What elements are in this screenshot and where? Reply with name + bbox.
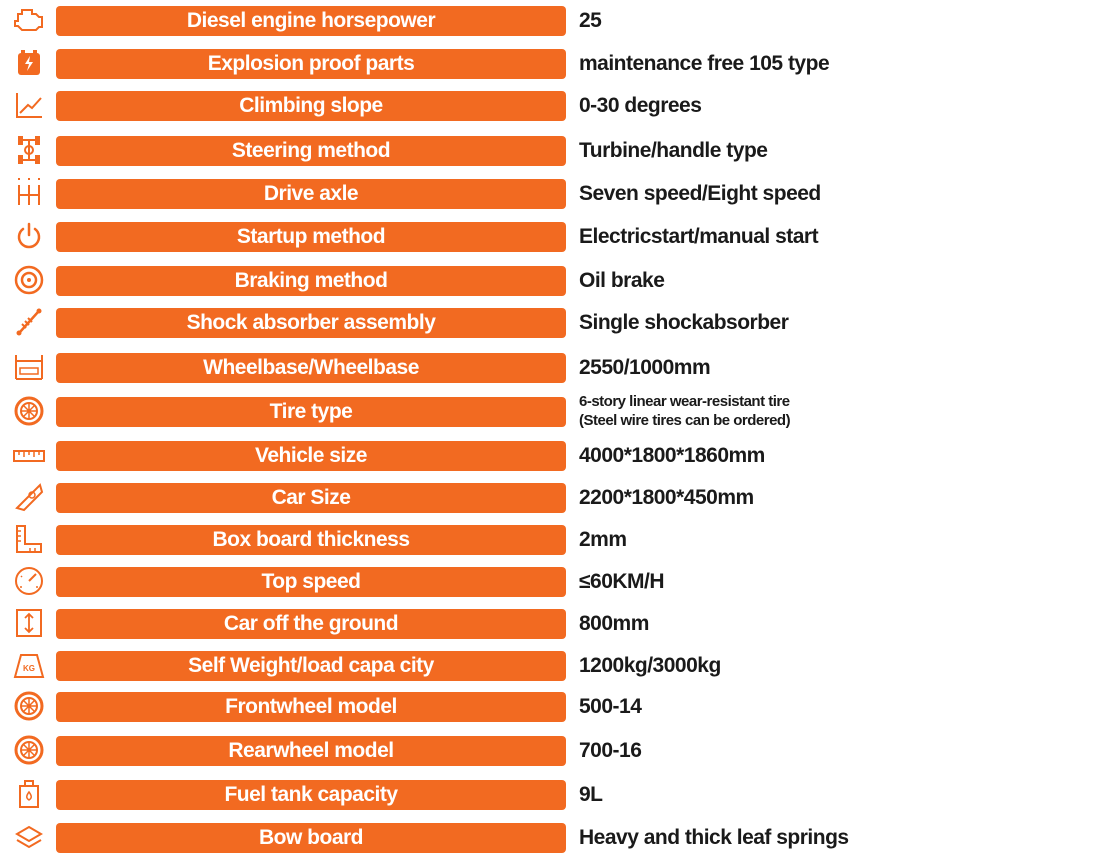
set-square-icon — [12, 481, 46, 513]
spec-value: Turbine/handle type — [579, 139, 768, 162]
spec-row: KG Self Weight/load capa city 1200kg/300… — [0, 648, 1100, 682]
spec-row: Fuel tank capacity 9L — [0, 777, 1100, 811]
spec-row: Braking method Oil brake — [0, 263, 1100, 297]
battery-icon — [12, 47, 46, 79]
shock-absorber-icon — [12, 306, 46, 338]
spec-value: maintenance free 105 type — [579, 52, 830, 75]
spec-label: Fuel tank capacity — [56, 780, 566, 810]
spec-row: Box board thickness 2mm — [0, 522, 1100, 556]
spec-row: Startup method Electricstart/manual star… — [0, 219, 1100, 253]
spec-row: Steering method Turbine/handle type — [0, 133, 1100, 167]
spec-row: Diesel engine horsepower 25 — [0, 3, 1100, 37]
spec-value: Single shockabsorber — [579, 311, 789, 334]
spec-label: Box board thickness — [56, 525, 566, 555]
spec-label: Self Weight/load capa city — [56, 651, 566, 681]
spec-label: Shock absorber assembly — [56, 308, 566, 338]
steering-axle-icon — [12, 134, 46, 166]
spec-label: Top speed — [56, 567, 566, 597]
layers-icon — [12, 821, 46, 853]
spec-row: Rearwheel model 700-16 — [0, 733, 1100, 767]
spec-label: Tire type — [56, 397, 566, 427]
spec-label: Vehicle size — [56, 441, 566, 471]
spec-row: Car Size 2200*1800*450mm — [0, 480, 1100, 514]
spec-label: Braking method — [56, 266, 566, 296]
spec-value: 6-story linear wear-resistant tire (Stee… — [579, 392, 1079, 429]
spec-label: Diesel engine horsepower — [56, 6, 566, 36]
spec-value: Seven speed/Eight speed — [579, 182, 821, 205]
spec-row: Car off the ground 800mm — [0, 606, 1100, 640]
spec-label: Car off the ground — [56, 609, 566, 639]
spec-value: 9L — [579, 783, 603, 806]
spec-row: Wheelbase/Wheelbase 2550/1000mm — [0, 350, 1100, 384]
spec-value: 2mm — [579, 528, 627, 551]
spec-row: Vehicle size 4000*1800*1860mm — [0, 438, 1100, 472]
spec-row: Drive axle Seven speed/Eight speed — [0, 176, 1100, 210]
spec-value: ≤60KM/H — [579, 570, 665, 593]
fuel-can-icon — [12, 778, 46, 810]
spec-label: Bow board — [56, 823, 566, 853]
tire-icon — [12, 395, 46, 427]
spec-row: Climbing slope 0-30 degrees — [0, 88, 1100, 122]
spec-value: 700-16 — [579, 739, 642, 762]
svg-text:KG: KG — [23, 664, 35, 673]
spec-label: Climbing slope — [56, 91, 566, 121]
wheel-icon — [12, 690, 46, 722]
spec-row: Shock absorber assembly Single shockabso… — [0, 305, 1100, 339]
spec-value: Heavy and thick leaf springs — [579, 826, 849, 849]
slope-chart-icon — [12, 89, 46, 121]
spec-value: 0-30 degrees — [579, 94, 702, 117]
spec-label: Wheelbase/Wheelbase — [56, 353, 566, 383]
spec-label: Drive axle — [56, 179, 566, 209]
spec-value: 800mm — [579, 612, 649, 635]
spec-row: Top speed ≤60KM/H — [0, 564, 1100, 598]
spec-value-line: (Steel wire tires can be ordered) — [579, 412, 791, 429]
spec-value: 2550/1000mm — [579, 356, 711, 379]
spec-label: Car Size — [56, 483, 566, 513]
height-icon — [12, 607, 46, 639]
spec-label: Startup method — [56, 222, 566, 252]
engine-icon — [12, 4, 46, 36]
l-ruler-icon — [12, 523, 46, 555]
ruler-icon — [12, 439, 46, 471]
spec-value: 500-14 — [579, 695, 642, 718]
wheel-icon — [12, 734, 46, 766]
spec-value-line: 6-story linear wear-resistant tire — [579, 393, 790, 410]
spec-value: Oil brake — [579, 269, 665, 292]
spec-row: Explosion proof parts maintenance free 1… — [0, 46, 1100, 80]
spec-label: Frontwheel model — [56, 692, 566, 722]
spec-row: Tire type 6-story linear wear-resistant … — [0, 392, 1100, 429]
spec-label: Explosion proof parts — [56, 49, 566, 79]
spec-value: 2200*1800*450mm — [579, 486, 754, 509]
power-icon — [12, 220, 46, 252]
weight-kg-icon: KG — [12, 649, 46, 681]
wheelbase-icon — [12, 351, 46, 383]
spec-value: Electricstart/manual start — [579, 225, 819, 248]
speedometer-icon — [12, 565, 46, 597]
spec-value: 25 — [579, 9, 602, 32]
gear-shift-icon — [12, 177, 46, 209]
spec-row: Frontwheel model 500-14 — [0, 689, 1100, 723]
spec-label: Rearwheel model — [56, 736, 566, 766]
spec-value: 4000*1800*1860mm — [579, 444, 765, 467]
spec-label: Steering method — [56, 136, 566, 166]
spec-row: Bow board Heavy and thick leaf springs — [0, 820, 1100, 854]
spec-value: 1200kg/3000kg — [579, 654, 721, 677]
brake-disc-icon — [12, 264, 46, 296]
